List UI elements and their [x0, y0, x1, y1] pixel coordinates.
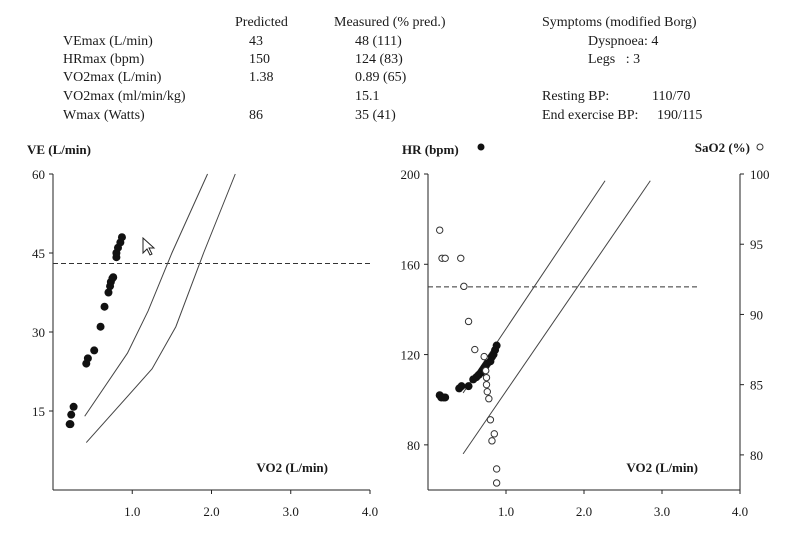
- x-tick-label: 2.0: [576, 504, 592, 519]
- data-point-open: [464, 317, 473, 326]
- legs-score: Legs : 3: [588, 52, 641, 67]
- row-measured: 15.1: [355, 89, 380, 104]
- data-point-filled: [104, 288, 113, 297]
- resting-bp-label: Resting BP:: [542, 89, 610, 104]
- data-point-open: [482, 373, 491, 382]
- y2-tick-label: 100: [750, 167, 770, 182]
- row-measured: 35 (41): [355, 108, 396, 123]
- data-point-filled: [69, 402, 78, 411]
- data-point-open: [480, 352, 488, 361]
- y-tick-label: 160: [401, 257, 421, 272]
- data-point-open: [460, 282, 468, 291]
- dyspnoea-score: Dyspnoea: 4: [588, 34, 659, 49]
- x-axis-title: VO2 (L/min): [256, 460, 328, 475]
- row-predicted: 1.38: [249, 70, 274, 85]
- row-predicted: 43: [249, 34, 263, 49]
- resting-bp-value: 110/70: [652, 89, 691, 104]
- y-tick-label: 60: [32, 167, 45, 182]
- data-point-open: [486, 416, 495, 424]
- reference-bound-line: [85, 173, 236, 443]
- header-measured: Measured (% pred.): [334, 15, 446, 30]
- reference-bound-line: [84, 173, 208, 417]
- y-axis-title: VE (L/min): [27, 142, 91, 157]
- row-predicted: 150: [249, 52, 270, 67]
- data-point-filled: [66, 420, 75, 429]
- row-measured: 48 (111): [355, 34, 402, 49]
- row-measured: 124 (83): [355, 52, 403, 67]
- y2-axis-title: SaO2 (%): [695, 140, 750, 155]
- reference-bound-line: [462, 180, 651, 455]
- y-tick-label: 200: [401, 167, 421, 182]
- mouse-cursor-icon: [142, 237, 156, 256]
- data-point-filled: [83, 354, 92, 363]
- data-point-filled: [90, 346, 99, 355]
- x-tick-label: 2.0: [203, 504, 219, 519]
- data-point-open: [482, 366, 490, 375]
- end-bp-label: End exercise BP:: [542, 108, 639, 123]
- row-predicted: 86: [249, 108, 263, 123]
- hr-legend-marker: [477, 143, 485, 151]
- x-tick-label: 3.0: [283, 504, 299, 519]
- y-tick-label: 30: [32, 325, 45, 340]
- data-point-open: [436, 226, 444, 234]
- data-point-filled: [117, 233, 126, 242]
- y-tick-label: 15: [32, 404, 45, 419]
- y-tick-label: 45: [32, 246, 45, 261]
- row-label: HRmax (bpm): [63, 52, 145, 67]
- x-tick-label: 1.0: [498, 504, 514, 519]
- x-tick-label: 4.0: [362, 504, 378, 519]
- row-label: VO2max (ml/min/kg): [63, 89, 186, 104]
- row-label: VEmax (L/min): [63, 34, 153, 49]
- end-bp-value: 190/115: [657, 108, 703, 123]
- data-point-filled: [464, 382, 473, 391]
- y2-tick-label: 90: [750, 307, 763, 322]
- data-point-open: [492, 479, 501, 487]
- x-tick-label: 3.0: [654, 504, 670, 519]
- data-point-filled: [457, 382, 466, 391]
- data-point-open: [471, 345, 479, 354]
- y2-tick-label: 85: [750, 378, 763, 393]
- data-point-filled: [441, 393, 450, 402]
- row-label: Wmax (Watts): [63, 108, 145, 123]
- data-point-open: [492, 465, 501, 473]
- data-point-open: [485, 395, 493, 403]
- x-tick-label: 1.0: [124, 504, 140, 519]
- symptoms-title: Symptoms (modified Borg): [542, 15, 697, 30]
- y2-tick-label: 95: [750, 237, 763, 252]
- x-tick-label: 4.0: [732, 504, 748, 519]
- data-point-open: [457, 254, 465, 262]
- y-tick-label: 80: [407, 438, 420, 453]
- row-label: VO2max (L/min): [63, 70, 162, 85]
- sao2-legend-marker: [756, 143, 764, 151]
- data-point-open: [482, 380, 491, 389]
- data-point-open: [490, 430, 498, 438]
- y-axis-title: HR (bpm): [402, 142, 459, 157]
- data-point-filled: [96, 322, 105, 331]
- data-point-filled: [109, 273, 118, 282]
- header-predicted: Predicted: [235, 15, 288, 30]
- row-measured: 0.89 (65): [355, 70, 407, 85]
- data-point-open: [441, 254, 449, 262]
- x-axis-title: VO2 (L/min): [626, 460, 698, 475]
- data-point-filled: [100, 302, 109, 311]
- data-point-open: [488, 437, 496, 445]
- y2-tick-label: 80: [750, 448, 763, 463]
- data-point-open: [483, 387, 491, 396]
- data-point-filled: [67, 410, 76, 419]
- data-point-filled: [492, 341, 501, 350]
- y-tick-label: 120: [401, 348, 421, 363]
